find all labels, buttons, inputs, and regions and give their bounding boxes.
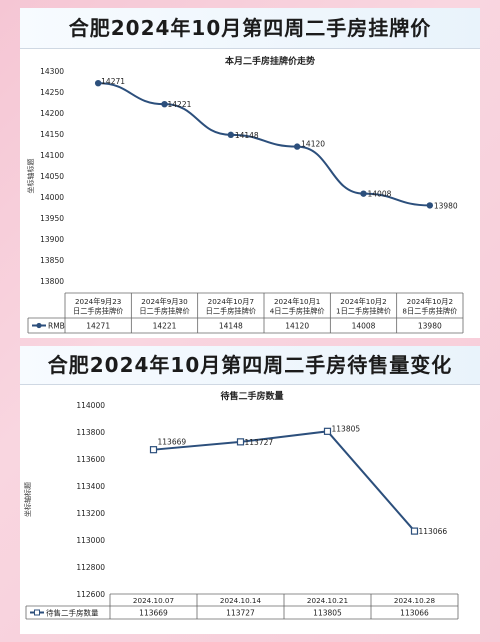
category-label: 2024.10.14 xyxy=(220,596,262,605)
y-tick-label: 14300 xyxy=(40,67,64,76)
series-line xyxy=(98,82,430,207)
y-tick-label: 14050 xyxy=(40,172,64,181)
inventory-chart: 待售二手房数量坐标轴标题1126001128001130001132001134… xyxy=(23,390,459,620)
category-label: 2024年9月30 日二手房挂牌价 xyxy=(139,297,189,316)
y-tick-label: 14200 xyxy=(40,109,64,118)
table-value: 13980 xyxy=(418,322,442,331)
inventory-banner: 合肥2024年10月第四周二手房待售量变化 xyxy=(20,346,480,385)
table-value: 113066 xyxy=(400,609,429,618)
table-value: 14148 xyxy=(219,322,243,331)
inventory-chart-panel: 合肥2024年10月第四周二手房待售量变化 待售二手房数量 坐标轴标题 112600… xyxy=(20,346,480,634)
price-chart-panel: 合肥2024年10月第四周二手房挂牌价 本月二手房挂牌价走势坐标轴标题 13800… xyxy=(20,8,480,338)
legend-series-name: RMB xyxy=(48,322,65,331)
legend-marker xyxy=(34,609,40,616)
y-axis-label: 坐标轴标题 xyxy=(26,159,35,194)
y-tick-label: 113600 xyxy=(76,455,105,464)
y-tick-label: 14100 xyxy=(40,151,64,160)
y-tick-label: 13900 xyxy=(40,235,64,244)
y-axis-label: 坐标轴标题 xyxy=(23,482,32,517)
y-tick-label: 14150 xyxy=(40,130,64,139)
legend-series-name: 待售二手房数量 xyxy=(46,608,99,618)
data-label: 14008 xyxy=(368,190,392,199)
table-value: 113727 xyxy=(226,609,255,618)
data-label: 113066 xyxy=(419,527,448,536)
table-value: 14008 xyxy=(352,322,376,331)
y-tick-label: 112800 xyxy=(76,563,105,572)
y-tick-label: 113400 xyxy=(76,482,105,491)
table-value: 14221 xyxy=(153,322,177,331)
data-label: 113805 xyxy=(332,424,361,433)
data-label: 14221 xyxy=(168,100,192,109)
data-point xyxy=(410,527,419,535)
chart-title: 待售二手房数量 xyxy=(220,390,283,402)
price-banner: 合肥2024年10月第四周二手房挂牌价 xyxy=(20,8,480,49)
data-point xyxy=(236,438,245,446)
category-label: 2024.10.21 xyxy=(307,596,348,605)
data-point xyxy=(227,131,235,139)
data-point xyxy=(293,143,301,150)
data-label: 113727 xyxy=(245,438,274,447)
series-line xyxy=(153,430,416,532)
data-label: 113669 xyxy=(158,438,187,447)
y-tick-label: 113000 xyxy=(76,536,105,545)
category-label: 2024.10.07 xyxy=(133,596,174,605)
data-point xyxy=(360,190,367,197)
chart-title: 本月二手房挂牌价走势 xyxy=(225,55,315,67)
data-point xyxy=(161,100,168,108)
category-label: 2024年10月2 1日二手房挂牌价 xyxy=(336,297,391,316)
y-tick-label: 113800 xyxy=(76,428,105,437)
y-tick-label: 14250 xyxy=(40,88,64,97)
data-point xyxy=(426,202,434,209)
category-label: 2024年10月2 8日二手房挂牌价 xyxy=(402,297,457,316)
data-label: 14271 xyxy=(101,77,125,86)
y-tick-label: 13950 xyxy=(40,214,64,223)
data-point xyxy=(323,427,332,435)
data-point xyxy=(149,446,158,454)
data-label: 14120 xyxy=(301,140,325,149)
category-label: 2024年10月1 4日二手房挂牌价 xyxy=(270,297,325,316)
table-value: 113669 xyxy=(139,609,168,618)
category-label: 2024年9月23 日二手房挂牌价 xyxy=(73,297,123,316)
y-tick-label: 113200 xyxy=(76,509,105,518)
y-tick-label: 114000 xyxy=(76,401,105,410)
table-value: 113805 xyxy=(313,609,342,618)
table-value: 14120 xyxy=(285,322,309,331)
data-label: 14148 xyxy=(235,131,259,140)
table-value: 14271 xyxy=(86,322,110,331)
y-tick-label: 13800 xyxy=(40,277,64,286)
category-label: 2024.10.28 xyxy=(394,596,436,605)
y-tick-label: 13850 xyxy=(40,256,64,265)
y-tick-label: 14000 xyxy=(40,193,64,202)
data-label: 13980 xyxy=(434,201,458,210)
legend-marker xyxy=(36,322,42,329)
y-tick-label: 112600 xyxy=(76,590,105,599)
category-label: 2024年10月7 日二手房挂牌价 xyxy=(206,297,256,316)
data-point xyxy=(94,79,102,87)
